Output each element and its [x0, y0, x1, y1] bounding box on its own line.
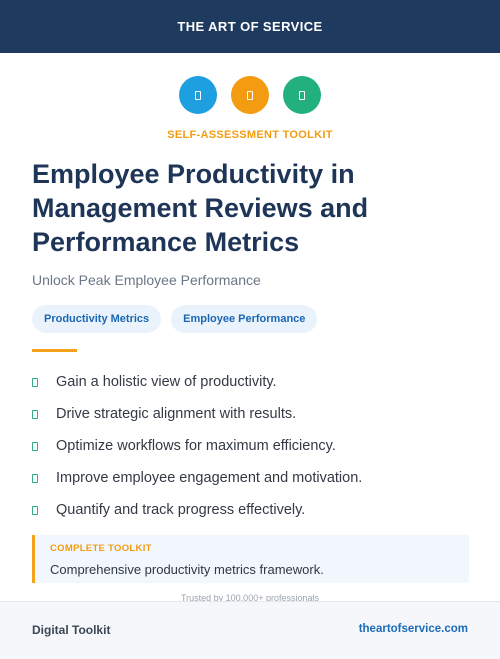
feature-text: Drive strategic alignment with results. — [56, 406, 297, 422]
check-icon — [32, 441, 38, 451]
feature-item: Improve employee engagement and motivati… — [32, 462, 362, 494]
feature-item: Gain a holistic view of productivity. — [32, 366, 362, 398]
page-title: Employee Productivity in Management Revi… — [32, 159, 369, 257]
icon-row — [0, 76, 500, 114]
callout-label: COMPLETE TOOLKIT — [50, 543, 152, 554]
website-link[interactable]: theartofservice.com — [358, 623, 468, 635]
feature-item: Drive strategic alignment with results. — [32, 398, 362, 430]
check-icon — [32, 409, 38, 419]
tag-employee-performance: Employee Performance — [171, 305, 318, 333]
feature-item: Optimize workflows for maximum efficienc… — [32, 430, 362, 462]
footer-label: Digital Toolkit — [32, 623, 111, 637]
feature-text: Optimize workflows for maximum efficienc… — [56, 438, 336, 454]
feature-text: Gain a holistic view of productivity. — [56, 374, 277, 390]
toolkit-kicker: SELF-ASSESSMENT TOOLKIT — [167, 129, 333, 141]
accent-divider — [32, 349, 77, 352]
tag-productivity-metrics: Productivity Metrics — [32, 305, 162, 333]
callout-text: Comprehensive productivity metrics frame… — [50, 562, 324, 577]
feature-text: Quantify and track progress effectively. — [56, 502, 306, 518]
trend-icon — [283, 76, 321, 114]
check-icon — [32, 473, 38, 483]
header-bar: THE ART OF SERVICE — [0, 0, 500, 53]
tag-list: Productivity Metrics Employee Performanc… — [32, 305, 318, 333]
trusted-note: Trusted by 100,000+ professionals — [180, 593, 319, 601]
page-subtitle: Unlock Peak Employee Performance — [32, 272, 261, 288]
feature-item: Quantify and track progress effectively. — [32, 494, 362, 526]
footer-bar: Digital Toolkit theartofservice.com — [0, 601, 500, 659]
brand-name: THE ART OF SERVICE — [177, 19, 323, 34]
check-icon — [32, 377, 38, 387]
feature-text: Improve employee engagement and motivati… — [56, 470, 363, 486]
check-icon — [32, 505, 38, 515]
target-icon — [231, 76, 269, 114]
feature-list: Gain a holistic view of productivity. Dr… — [32, 366, 362, 526]
toolkit-callout: COMPLETE TOOLKIT Comprehensive productiv… — [32, 535, 469, 583]
chart-icon — [179, 76, 217, 114]
